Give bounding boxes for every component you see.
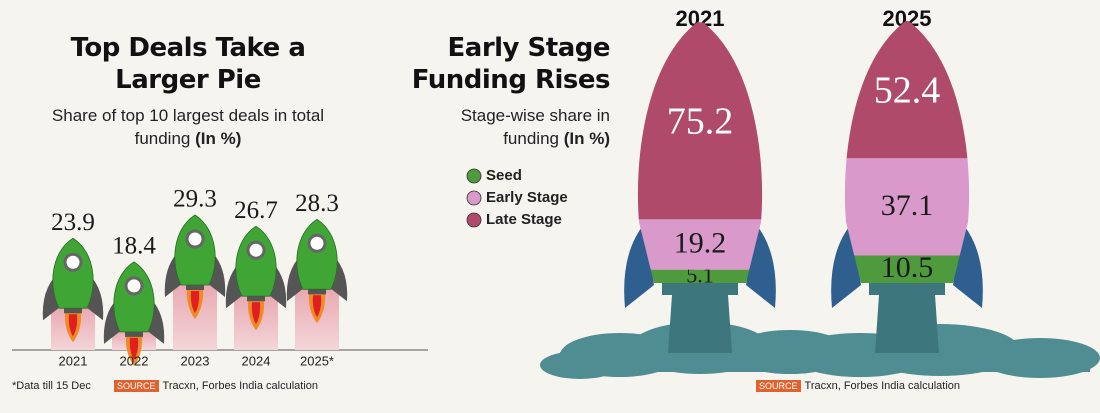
segment <box>844 255 970 283</box>
source-label: SOURCE <box>114 380 159 392</box>
value-label: 18.4 <box>112 233 156 260</box>
legend-swatch <box>466 168 482 184</box>
legend-label: Early Stage <box>486 189 568 206</box>
legend-swatch <box>466 212 482 228</box>
value-label: 52.4 <box>874 69 941 111</box>
window <box>307 233 327 253</box>
source-text: Tracxn, Forbes India calculation <box>162 380 319 392</box>
rocket <box>296 218 338 290</box>
value-label: 28.3 <box>295 190 339 217</box>
segment <box>637 269 763 283</box>
stand-top <box>662 283 738 295</box>
stand <box>875 295 939 353</box>
segment <box>844 158 970 256</box>
value-label: 37.1 <box>881 189 934 222</box>
subtitle-unit: (In %) <box>195 129 242 148</box>
source-label: SOURCE <box>756 380 801 392</box>
subtitle-text: Stage-wise share in funding <box>460 106 610 148</box>
window <box>63 252 83 272</box>
x-tick-label: 2024 <box>242 353 271 368</box>
right-source: SOURCE Tracxn, Forbes India calculation <box>756 380 960 392</box>
nozzle <box>125 329 143 337</box>
flame-core <box>68 314 78 337</box>
legend-label: Late Stage <box>486 211 562 228</box>
value-label: 19.2 <box>674 226 727 259</box>
legend-swatch <box>466 190 482 206</box>
nozzle <box>247 294 265 302</box>
segment <box>637 219 763 270</box>
window <box>124 276 144 296</box>
flame-core <box>190 291 200 314</box>
x-tick-label: 2021 <box>59 353 88 368</box>
x-tick-label: 2023 <box>181 353 210 368</box>
nozzle <box>308 287 326 295</box>
stand-top <box>869 283 945 295</box>
flame-core <box>312 295 322 318</box>
left-title: Top Deals Take a Larger Pie <box>70 33 306 95</box>
value-label: 75.2 <box>667 101 734 143</box>
window <box>246 240 266 260</box>
value-label: 29.3 <box>173 186 217 213</box>
left-subtitle: Share of top 10 largest deals in total f… <box>40 104 336 150</box>
value-label: 23.9 <box>51 209 95 236</box>
nozzle <box>186 283 204 291</box>
flame-core <box>129 337 139 360</box>
window <box>185 229 205 249</box>
cloud-base <box>560 352 1090 372</box>
right-subtitle: Stage-wise share in funding (In %) <box>410 104 610 150</box>
rocket <box>235 225 277 297</box>
rocket <box>174 214 216 286</box>
source-text: Tracxn, Forbes India calculation <box>804 380 961 392</box>
value-label: 10.5 <box>881 251 934 284</box>
stand <box>668 295 732 353</box>
subtitle-text: Share of top 10 largest deals in total f… <box>51 106 325 148</box>
rocket <box>113 261 155 333</box>
value-label: 26.7 <box>234 197 278 224</box>
footnote: *Data till 15 Dec <box>12 380 91 392</box>
legend-label: Seed <box>486 167 522 184</box>
x-tick-label: 2022 <box>120 353 149 368</box>
left-source: SOURCE Tracxn, Forbes India calculation <box>114 380 318 392</box>
right-title: Early Stage Funding Rises <box>411 33 611 95</box>
nozzle <box>64 306 82 314</box>
rocket <box>52 237 94 309</box>
x-tick-label: 2025* <box>300 353 334 368</box>
flame-core <box>251 302 261 325</box>
subtitle-unit: (In %) <box>563 129 610 148</box>
